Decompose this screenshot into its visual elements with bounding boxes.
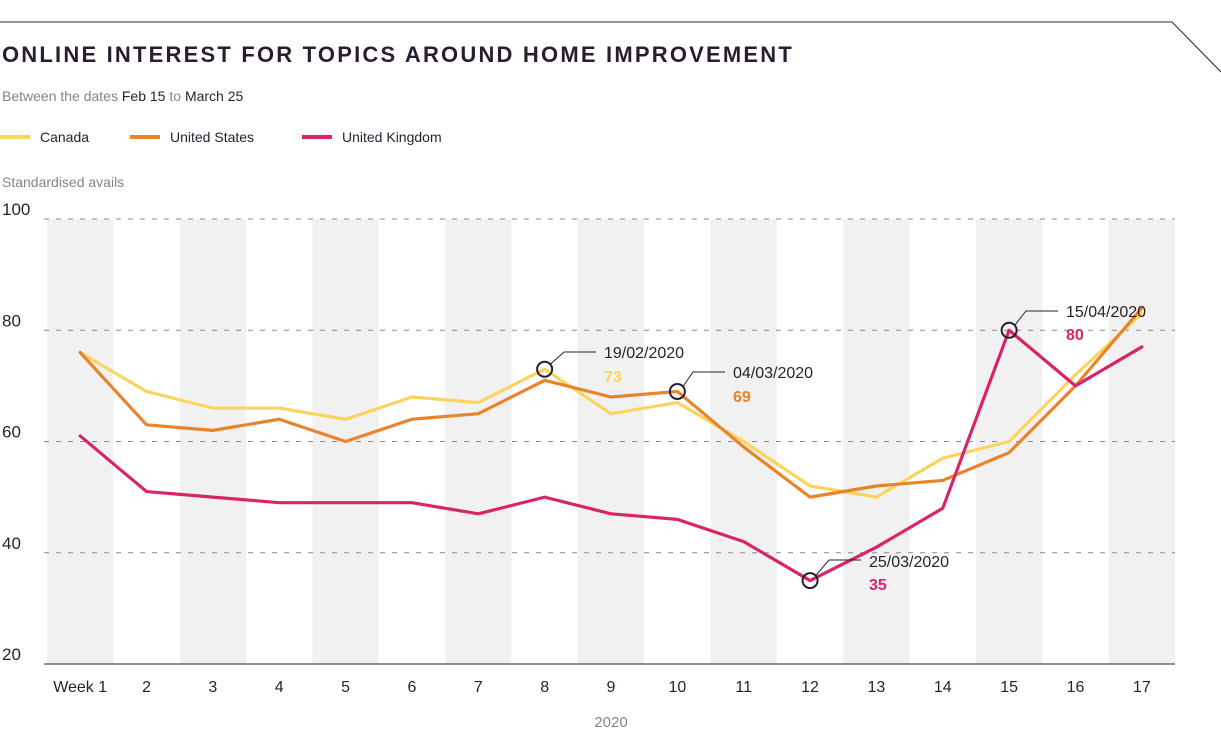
- annotation-marker: [1000, 321, 1018, 339]
- y-axis-label: Standardised avails: [2, 174, 124, 190]
- y-tick-label: 80: [2, 311, 21, 330]
- annotations: 19/02/2020 73 04/03/2020 69 25/03/2020 35 15/0…: [536, 304, 1146, 594]
- x-tick-label: 6: [407, 679, 416, 696]
- x-tick-label: 14: [934, 679, 952, 696]
- y-tick-label: 20: [2, 645, 21, 664]
- x-tick-label: 13: [868, 679, 886, 696]
- annotation-leader: [549, 351, 596, 365]
- x-tick-label: 8: [540, 679, 549, 696]
- legend-item-united-kingdom: United Kingdom: [302, 129, 442, 145]
- x-tick-label: 16: [1067, 679, 1085, 696]
- legend-item-united-states: United States: [130, 129, 254, 145]
- x-tick-label: 4: [275, 679, 284, 696]
- y-tick-label: 100: [2, 200, 30, 219]
- subtitle-connector: to: [169, 88, 182, 104]
- series-lines: [78, 306, 1144, 583]
- x-axis-label: 2020: [594, 714, 627, 731]
- x-tick-label: 12: [801, 679, 819, 696]
- annotation-date: 04/03/2020: [733, 365, 813, 382]
- annotation-leader: [815, 559, 861, 576]
- series-line-united-kingdom: [78, 328, 1144, 583]
- x-tick-label: 7: [474, 679, 483, 696]
- annotation-value: 69: [733, 389, 751, 406]
- subtitle-start-date: Feb 15: [121, 88, 166, 104]
- legend: Canada United States United Kingdom: [0, 129, 700, 149]
- annotation-leader: [682, 371, 725, 387]
- legend-swatch-united-states: [130, 135, 160, 139]
- subtitle-prefix: Between the dates: [2, 88, 118, 104]
- legend-label-united-kingdom: United Kingdom: [342, 129, 442, 145]
- x-axis-ticks: Week 1 2 3 4 5 6 7 8 9 10 11 12 13 14 15 16 17: [53, 679, 1151, 696]
- legend-label-united-states: United States: [170, 129, 255, 145]
- x-tick-label: 17: [1133, 679, 1151, 696]
- x-tick-label: Week 1: [53, 679, 107, 696]
- x-tick-label: 11: [735, 679, 752, 696]
- annotation-marker: [668, 382, 686, 400]
- x-tick-label: 9: [607, 679, 616, 696]
- series-line-united-states: [78, 306, 1144, 499]
- annotation-date: 15/04/2020: [1066, 304, 1146, 321]
- annotation-marker: [801, 572, 819, 590]
- legend-swatch-united-kingdom: [302, 135, 332, 139]
- legend-swatch-canada: [0, 135, 30, 139]
- annotation-leader: [1014, 310, 1058, 326]
- x-tick-label: 15: [1000, 679, 1018, 696]
- legend-label-canada: Canada: [40, 129, 90, 145]
- y-tick-label: 40: [2, 534, 21, 553]
- y-axis-ticks: 20 40 60 80 100: [2, 200, 30, 664]
- week-band: [1108, 219, 1175, 664]
- x-tick-label: 5: [341, 679, 350, 696]
- x-tick-label: 2: [142, 679, 151, 696]
- x-tick-label: 3: [208, 679, 217, 696]
- grid-lines: [44, 218, 1175, 554]
- x-tick-label: 10: [668, 679, 686, 696]
- y-tick-label: 60: [2, 423, 21, 442]
- corner-decoration: [0, 21, 1221, 73]
- annotation-value: 35: [869, 577, 887, 594]
- chart-subtitle: Between the dates Feb 15 to March 25: [2, 88, 243, 104]
- legend-item-canada: Canada: [0, 129, 89, 145]
- annotation-value: 80: [1066, 327, 1084, 344]
- subtitle-end-date: March 25: [184, 88, 244, 104]
- chart-title: ONLINE INTEREST FOR TOPICS AROUND HOME I…: [2, 42, 795, 67]
- annotation-marker: [536, 360, 554, 378]
- annotation-value: 73: [604, 369, 622, 386]
- annotation-date: 25/03/2020: [869, 554, 949, 571]
- annotation-date: 19/02/2020: [604, 345, 684, 362]
